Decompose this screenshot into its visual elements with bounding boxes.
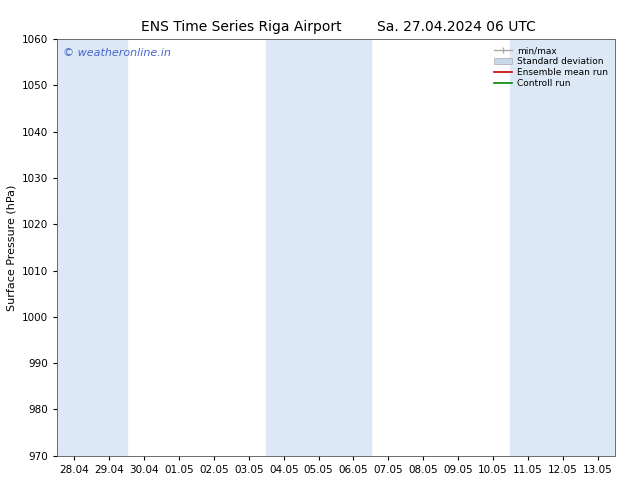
Legend: min/max, Standard deviation, Ensemble mean run, Controll run: min/max, Standard deviation, Ensemble me… xyxy=(491,44,611,91)
Bar xyxy=(57,39,127,456)
Bar xyxy=(266,39,371,456)
Text: ENS Time Series Riga Airport: ENS Time Series Riga Airport xyxy=(141,20,341,34)
Text: © weatheronline.in: © weatheronline.in xyxy=(63,48,171,57)
Y-axis label: Surface Pressure (hPa): Surface Pressure (hPa) xyxy=(6,184,16,311)
Text: Sa. 27.04.2024 06 UTC: Sa. 27.04.2024 06 UTC xyxy=(377,20,536,34)
Bar xyxy=(510,39,615,456)
